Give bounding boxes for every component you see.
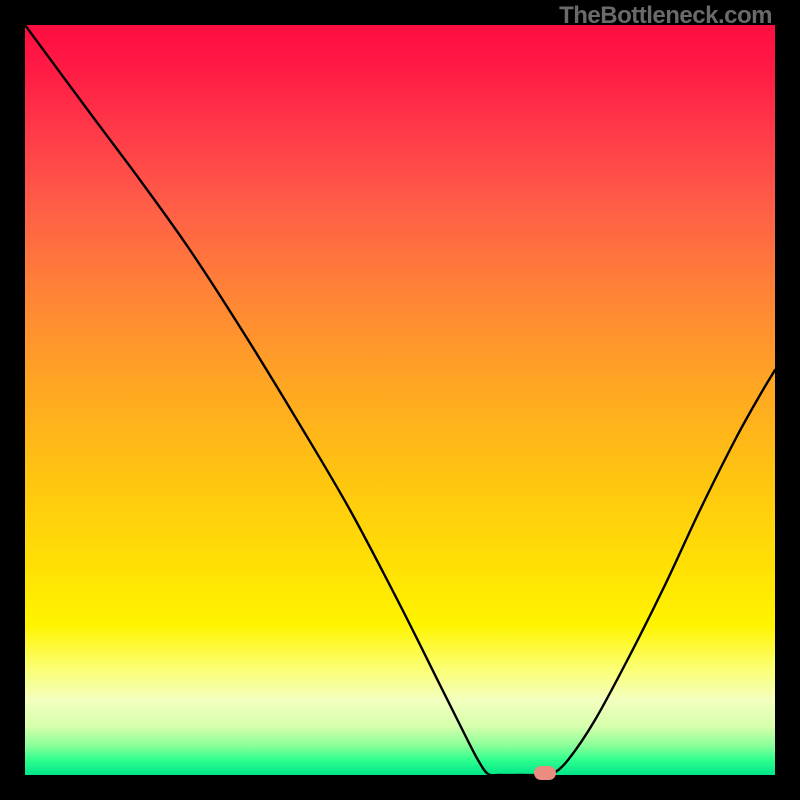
bottleneck-chart: TheBottleneck.com: [0, 0, 800, 800]
optimum-marker: [534, 766, 556, 780]
bottleneck-curve: [25, 25, 775, 775]
watermark-text: TheBottleneck.com: [559, 2, 772, 30]
curve-layer: [0, 0, 800, 800]
